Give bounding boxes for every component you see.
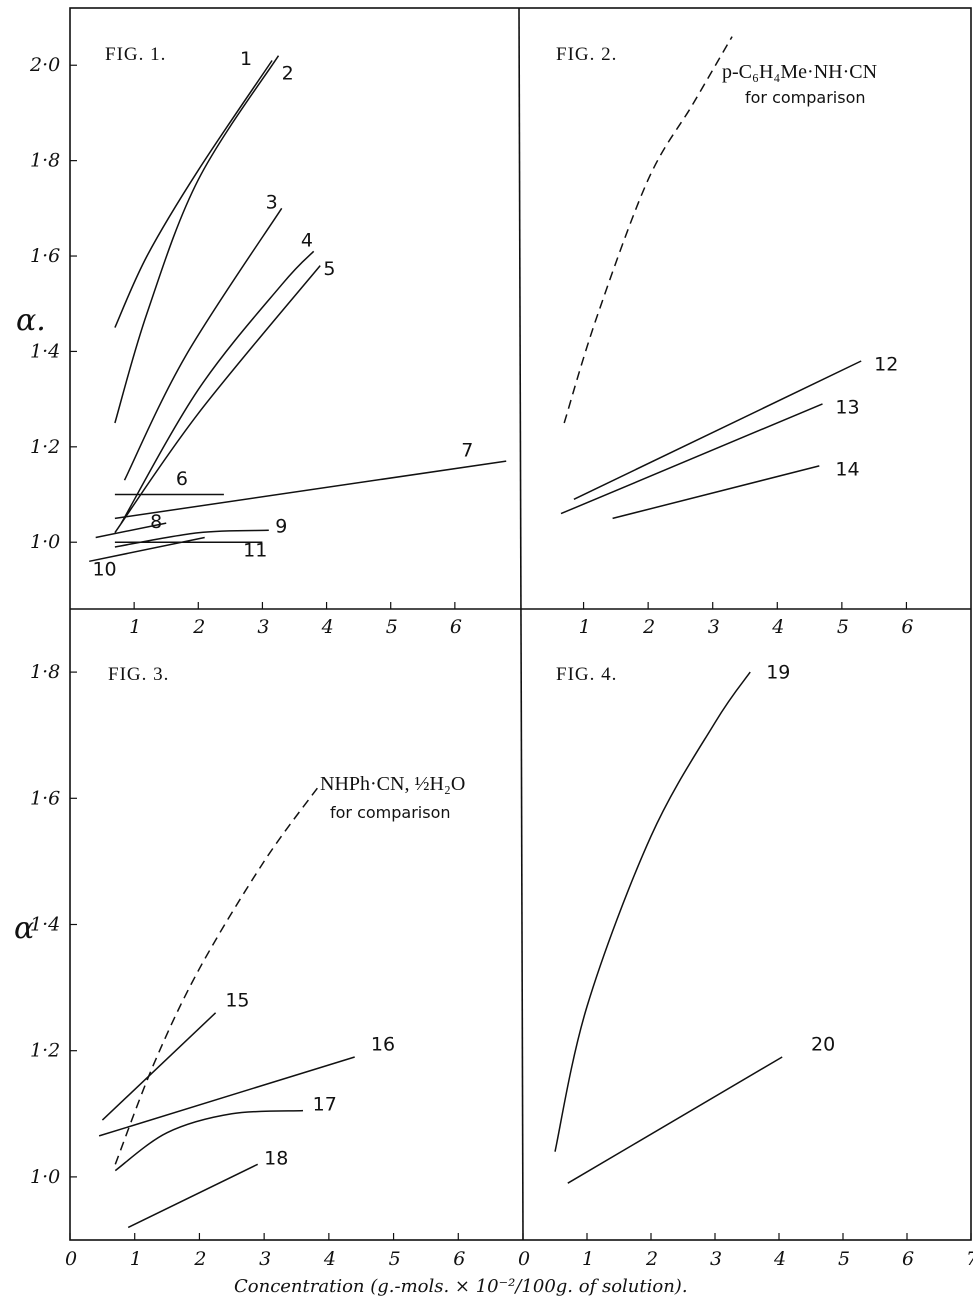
series-label-18: 18 — [264, 1147, 288, 1169]
series-curve-4 — [120, 250, 315, 524]
series-curve-comparison — [563, 36, 733, 424]
series-label-3: 3 — [266, 191, 278, 213]
x-tick-label: 1 — [582, 1248, 594, 1270]
x-tick-label: 3 — [259, 1248, 271, 1270]
x-tick-label: 2 — [193, 1248, 206, 1270]
x-tick-label: 3 — [708, 616, 720, 638]
fig1-panel: FIG. 1. α. 1·01·21·41·61·82·01 2 3 4 5 612345… — [16, 44, 507, 638]
x-tick-label: 5 — [389, 1248, 401, 1270]
series-curve-14 — [612, 465, 820, 520]
series-curve-1 — [114, 60, 273, 328]
y-tick-label: 1·2 — [30, 1040, 60, 1062]
series-curve-7 — [114, 460, 507, 520]
y-tick-label: 1·2 — [30, 436, 60, 458]
series-label-11: 11 — [243, 540, 267, 562]
series-label-2: 2 — [282, 63, 294, 85]
fig4-panel: FIG. 4. 0 1 2 3 4 5 6 7 19 20 — [518, 661, 973, 1270]
x-tick-label: 5 — [838, 1248, 850, 1270]
series-label-16: 16 — [371, 1034, 395, 1056]
series-label-19: 19 — [766, 661, 790, 683]
series-curve-15 — [101, 1012, 217, 1121]
series-label-13: 13 — [835, 396, 859, 418]
fig1-title: FIG. 1. — [105, 44, 166, 65]
x-tick-label: 3 — [257, 616, 269, 638]
series-label-5: 5 — [323, 258, 335, 280]
series-curve-9 — [114, 529, 269, 548]
y-tick-label: 1·4 — [30, 340, 60, 362]
fig4-title: FIG. 4. — [556, 664, 617, 685]
x-tick-label: 6 — [902, 1248, 914, 1270]
x-tick-label: 2 — [645, 1248, 658, 1270]
series-curve-16 — [98, 1056, 355, 1137]
x-tick-label: 4 — [771, 616, 784, 638]
series-label-8: 8 — [150, 511, 162, 533]
fig2-annotation-compound: p-C₆H₄Me·NH·CN — [722, 61, 877, 83]
series-label-12: 12 — [874, 354, 898, 376]
fig2-annotation-comparison: for comparison — [745, 88, 866, 107]
fig3-annotation-compound: NHPh·CN, ½H₂O — [320, 773, 465, 795]
y-tick-label: 1·8 — [30, 661, 60, 683]
series-label-17: 17 — [313, 1094, 337, 1116]
y-tick-label: 1·0 — [30, 1166, 60, 1188]
figure-frame — [69, 7, 972, 1241]
x-tick-label: 0 — [518, 1248, 530, 1270]
fig3-panel: FIG. 3. α NHPh·CN, ½H₂O for comparison C… — [14, 661, 688, 1297]
y-tick-label: 1·6 — [30, 787, 60, 809]
series-curve-19 — [554, 671, 751, 1152]
fig1-y-axis-label: α. — [16, 303, 46, 338]
series-curve-12 — [573, 360, 862, 500]
x-tick-label: 3 — [710, 1248, 722, 1270]
y-tick-label: 1·8 — [30, 150, 60, 172]
series-label-14: 14 — [835, 458, 859, 480]
series-label-20: 20 — [811, 1034, 835, 1056]
series-label-7: 7 — [461, 439, 473, 461]
x-axis-label: Concentration (g.-mols. × 10⁻²/100g. of … — [234, 1276, 688, 1297]
fig3-title: FIG. 3. — [108, 664, 169, 685]
x-tick-label: 0 — [65, 1248, 77, 1270]
x-tick-label: 6 — [450, 616, 462, 638]
series-curve-2 — [114, 55, 280, 424]
x-tick-label: 4 — [323, 1248, 336, 1270]
series-label-6: 6 — [176, 468, 188, 490]
y-tick-label: 1·0 — [30, 531, 60, 553]
series-label-1: 1 — [240, 48, 252, 70]
fig2-title: FIG. 2. — [556, 44, 617, 65]
series-curve-comparison — [114, 785, 320, 1165]
series-curve-20 — [567, 1056, 783, 1184]
x-tick-label: 4 — [321, 616, 334, 638]
x-tick-label: 5 — [837, 616, 849, 638]
x-tick-label: 1 — [579, 616, 591, 638]
series-label-4: 4 — [301, 229, 313, 251]
x-tick-label: 4 — [773, 1248, 786, 1270]
x-tick-label: 1 — [130, 1248, 142, 1270]
series-label-9: 9 — [275, 516, 287, 538]
fig3-annotation-comparison: for comparison — [330, 803, 451, 822]
y-tick-label: 1·4 — [30, 914, 60, 936]
series-curve-8 — [95, 522, 167, 539]
series-curve-3 — [123, 207, 283, 481]
x-tick-label: 7 — [966, 1248, 973, 1270]
y-tick-label: 1·6 — [30, 245, 60, 267]
series-label-15: 15 — [225, 990, 249, 1012]
series-curve-17 — [114, 1109, 304, 1172]
y-tick-label: 2·0 — [29, 54, 60, 76]
x-tick-label: 6 — [901, 616, 913, 638]
x-tick-label: 2 — [642, 616, 655, 638]
series-curve-5 — [114, 265, 321, 534]
x-tick-label: 1 — [129, 616, 141, 638]
series-curve-18 — [127, 1163, 259, 1229]
x-tick-label: 6 — [453, 1248, 465, 1270]
fig3-y-axis-label: α — [14, 911, 34, 946]
series-curve-13 — [560, 403, 823, 515]
x-tick-label: 5 — [386, 616, 398, 638]
vertical-divider — [518, 7, 524, 1241]
x-tick-label: 2 — [192, 616, 205, 638]
series-label-10: 10 — [92, 559, 116, 581]
